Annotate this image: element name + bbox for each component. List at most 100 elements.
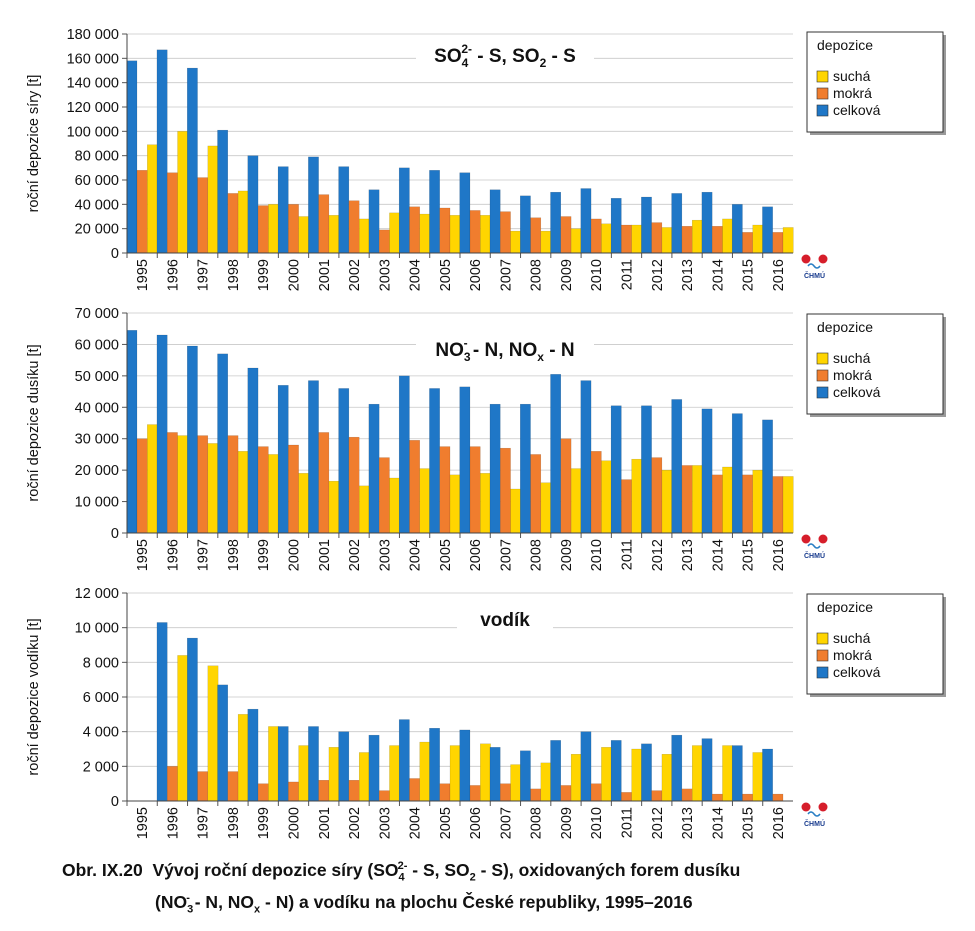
bar-celková-1995 [126, 330, 138, 534]
x-tick-label-1997: 1997 [196, 259, 212, 291]
bar-celková-2009 [550, 374, 562, 534]
bar-suchá-2006 [480, 215, 491, 254]
x-tick-label-2010: 2010 [589, 539, 605, 571]
bar-celková-2005 [429, 388, 440, 534]
x-tick-label-2015: 2015 [741, 259, 757, 291]
legend-item-suchá: suchá [833, 630, 871, 646]
bar-mokrá-2016 [772, 232, 784, 254]
bar-mokrá-2003 [378, 229, 390, 254]
y-tick-label: 40 000 [75, 197, 119, 213]
legend-title: depozice [817, 599, 873, 615]
bar-mokrá-2012 [651, 790, 663, 802]
x-tick-label-2009: 2009 [559, 807, 575, 839]
y-tick-label: 12 000 [75, 586, 119, 602]
logo-dot-left [801, 534, 811, 544]
x-tick-label-2006: 2006 [468, 807, 484, 839]
bar-mokrá-2015 [742, 474, 753, 534]
x-tick-label-1998: 1998 [226, 807, 242, 839]
y-tick-label: 180 000 [67, 27, 119, 43]
bar-mokrá-2001 [318, 432, 330, 534]
x-tick-label-2008: 2008 [529, 539, 545, 571]
legend-swatch-suchá [816, 632, 829, 645]
bar-suchá-2007 [510, 488, 522, 534]
bar-mokrá-2002 [348, 436, 360, 534]
x-tick-label-2002: 2002 [347, 259, 363, 291]
bar-mokrá-2015 [742, 793, 753, 802]
bar-mokrá-2005 [439, 207, 451, 254]
x-tick-label-2002: 2002 [347, 539, 363, 571]
legend-box [806, 593, 944, 695]
y-tick-label: 60 000 [75, 337, 119, 353]
x-tick-label-2013: 2013 [680, 259, 696, 291]
x-tick-label-2006: 2006 [468, 259, 484, 291]
x-tick-label-2001: 2001 [317, 539, 333, 571]
x-tick-label-2008: 2008 [529, 807, 545, 839]
bar-suchá-2003 [389, 212, 400, 254]
bar-suchá-2011 [631, 458, 643, 534]
chmu-logo-icon: ČHMÚ [801, 534, 828, 560]
bar-mokrá-1999 [257, 783, 269, 802]
x-tick-label-2011: 2011 [620, 807, 636, 838]
bar-celková-2011 [610, 740, 622, 802]
bar-celková-2008 [520, 750, 531, 802]
x-tick-label-2010: 2010 [589, 807, 605, 839]
bar-mokrá-1995 [136, 438, 148, 534]
logo-wave [807, 263, 821, 269]
bar-celková-2006 [459, 172, 471, 254]
x-tick-label-2008: 2008 [529, 259, 545, 291]
bar-celková-2002 [338, 166, 350, 254]
bar-mokrá-2008 [530, 217, 542, 254]
bar-mokrá-1997 [197, 771, 209, 802]
bar-mokrá-1999 [257, 446, 269, 534]
bar-suchá-2002 [358, 218, 370, 254]
bar-celková-1998 [217, 129, 229, 254]
x-tick-label-2001: 2001 [317, 807, 333, 839]
bar-suchá-2014 [722, 218, 733, 254]
bar-mokrá-2010 [590, 218, 602, 254]
bar-mokrá-2009 [560, 438, 572, 534]
bar-mokrá-1996 [167, 172, 178, 254]
y-tick-label: 0 [111, 526, 119, 542]
bar-celková-2004 [398, 167, 410, 254]
bar-celková-1995 [126, 60, 138, 254]
y-tick-label: 20 000 [75, 222, 119, 238]
bar-mokrá-2001 [318, 194, 330, 254]
logo-dot-right [818, 802, 828, 812]
x-tick-label-2003: 2003 [377, 539, 393, 571]
bar-celková-2005 [429, 170, 440, 254]
logo-text: ČHMÚ [804, 271, 825, 280]
bar-celková-2001 [308, 156, 319, 254]
bar-celková-2003 [368, 189, 380, 254]
bar-suchá-2003 [389, 745, 400, 802]
bar-mokrá-2014 [711, 226, 723, 254]
legend-title: depozice [817, 319, 873, 335]
y-tick-label: 8 000 [83, 655, 119, 671]
bar-celková-2006 [459, 386, 471, 534]
x-tick-label-1997: 1997 [196, 539, 212, 571]
bar-mokrá-1997 [197, 435, 209, 534]
x-tick-label-2011: 2011 [620, 259, 636, 290]
bar-mokrá-2011 [621, 224, 632, 254]
bar-suchá-1999 [268, 204, 279, 254]
bar-mokrá-2005 [439, 446, 451, 534]
bar-suchá-2008 [540, 482, 552, 534]
bar-suchá-2009 [570, 468, 582, 534]
y-tick-label: 100 000 [67, 124, 119, 140]
bar-celková-2012 [641, 405, 652, 534]
bar-celková-2004 [398, 719, 410, 802]
bar-mokrá-2010 [590, 451, 602, 534]
legend-item-mokrá: mokrá [833, 367, 872, 383]
bar-suchá-2013 [691, 465, 703, 534]
bar-mokrá-2000 [288, 444, 299, 534]
bar-celková-2011 [610, 198, 622, 254]
x-tick-label-2013: 2013 [680, 807, 696, 839]
bar-celková-1996 [156, 622, 168, 802]
bar-celková-2016 [762, 206, 773, 254]
bar-celková-2009 [550, 740, 562, 802]
bar-celková-2002 [338, 388, 350, 534]
bar-celková-2001 [308, 380, 319, 534]
x-tick-label-2005: 2005 [438, 807, 454, 839]
bar-celková-2001 [308, 726, 319, 802]
bar-suchá-2008 [540, 762, 552, 802]
bar-mokrá-2001 [318, 780, 330, 802]
